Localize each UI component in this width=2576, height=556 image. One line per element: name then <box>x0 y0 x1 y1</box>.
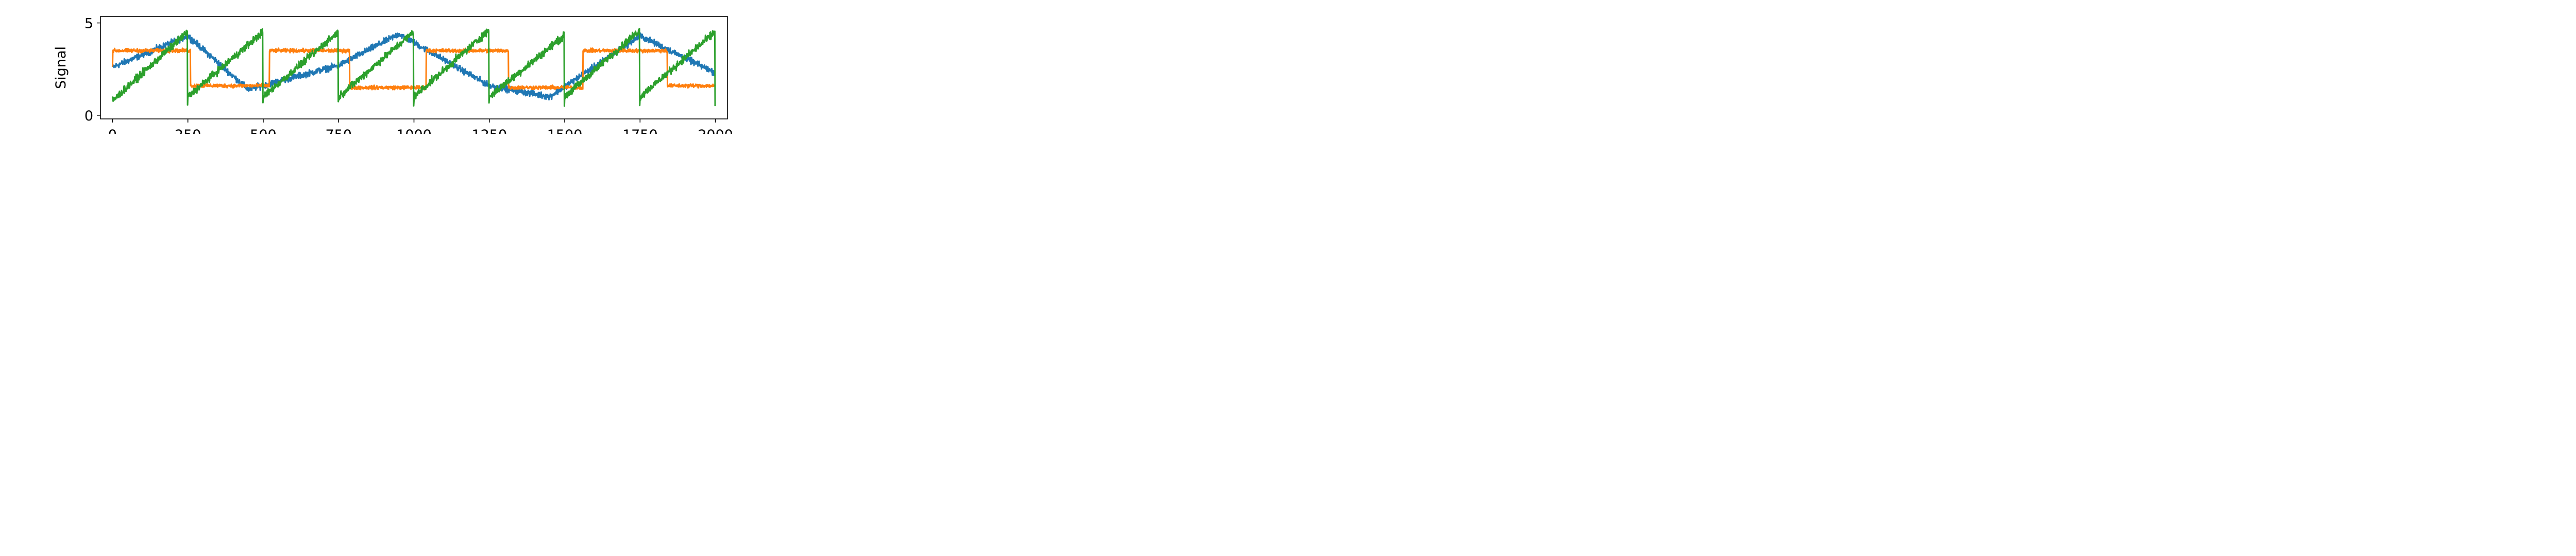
x-tick-label: 1250 <box>471 127 507 134</box>
x-axis: 0 250 500 750 1000 1250 1500 1750 2000 <box>108 119 733 134</box>
series-layer <box>111 28 716 107</box>
x-tick-label: 1750 <box>622 127 658 134</box>
series-line-2 <box>111 28 716 107</box>
x-tick-label: 1000 <box>396 127 432 134</box>
y-axis-label: Signal <box>53 46 69 89</box>
x-tick-label: 750 <box>325 127 352 134</box>
x-tick-label: 1500 <box>547 127 583 134</box>
chart: 025050075010001250150017502000 05 Signal <box>53 16 733 134</box>
y-axis: 05 <box>84 16 100 124</box>
y-tick-label: 0 <box>84 108 93 124</box>
x-tick-label: 2000 <box>698 127 733 134</box>
y-tick-label: 5 <box>84 16 93 32</box>
x-tick-label: 500 <box>250 127 277 134</box>
x-tick-label: 0 <box>108 127 117 134</box>
x-tick-label: 250 <box>175 127 201 134</box>
